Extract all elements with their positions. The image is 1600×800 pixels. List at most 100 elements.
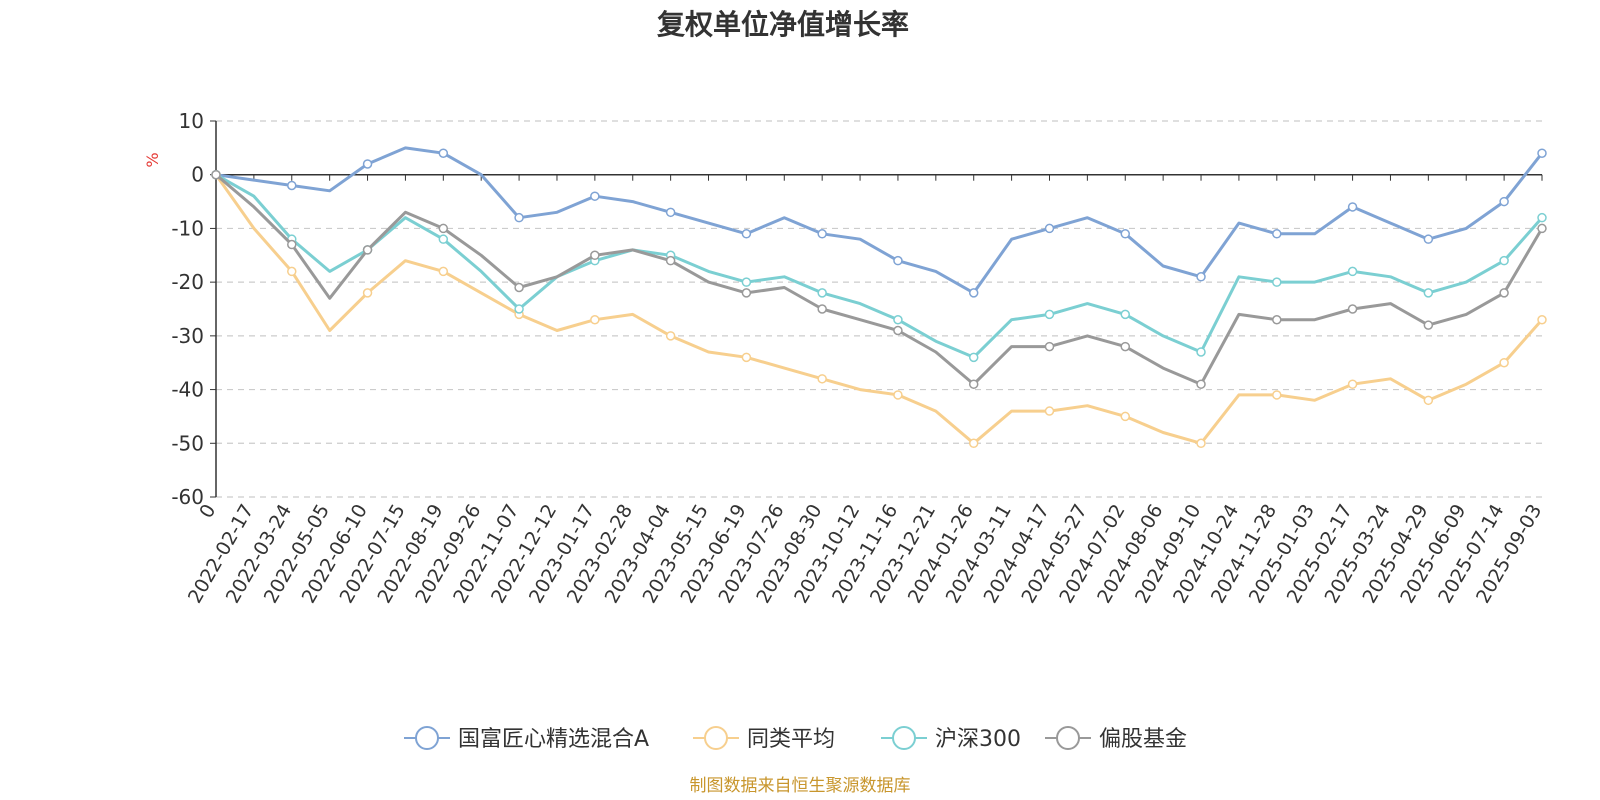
series-point <box>1272 314 1282 325</box>
series-point <box>514 282 524 293</box>
series-point <box>438 234 449 244</box>
series-point <box>1347 379 1358 389</box>
series-point <box>590 314 600 325</box>
series-point <box>1196 347 1206 357</box>
series-point <box>438 266 449 277</box>
series-point <box>1423 288 1434 298</box>
series-point <box>1044 341 1055 352</box>
axes <box>215 121 1542 497</box>
series-point <box>514 304 524 314</box>
series-point <box>287 266 297 277</box>
series-point <box>1272 390 1282 400</box>
series-line-2 <box>215 173 1544 359</box>
series-point <box>968 288 979 298</box>
series-point <box>1423 320 1434 330</box>
series-point <box>590 191 600 201</box>
series-point <box>1044 406 1055 416</box>
series-point <box>287 180 297 191</box>
series-point <box>1044 309 1055 320</box>
y-tick-label: -20 <box>171 270 204 294</box>
series-point <box>362 159 373 169</box>
series-point <box>211 169 221 180</box>
legend-label: 偏股基金 <box>1099 727 1187 752</box>
series-point <box>665 331 676 341</box>
series-point <box>968 379 979 389</box>
legend-label: 沪深300 <box>935 727 1021 752</box>
legend-label: 国富匠心精选混合A <box>458 727 649 752</box>
series-point <box>1347 304 1358 314</box>
series-point <box>1120 341 1131 352</box>
series-point <box>1196 272 1206 282</box>
y-tick-label: -50 <box>171 431 204 455</box>
series-point <box>1499 357 1509 368</box>
legend-item-2[interactable]: 沪深300 <box>881 726 1021 752</box>
y-axis-unit-label: % <box>143 152 162 167</box>
series-point <box>817 229 827 239</box>
series-point <box>665 207 676 218</box>
series-point <box>1499 288 1509 298</box>
series-point <box>893 325 903 336</box>
series-point <box>741 288 752 298</box>
series-point <box>893 314 903 325</box>
legend-marker <box>415 726 439 750</box>
series-point <box>362 288 373 298</box>
y-tick-label: -40 <box>171 378 204 402</box>
series-point <box>1120 229 1131 239</box>
series-point <box>438 148 449 158</box>
gridlines <box>216 120 1542 498</box>
series-point <box>1044 223 1055 234</box>
legend-marker <box>1056 726 1080 750</box>
series-point <box>741 277 752 287</box>
legend-item-0[interactable]: 国富匠心精选混合A <box>404 726 649 752</box>
legend[interactable]: 国富匠心精选混合A 同类平均 沪深300 偏股基金 <box>404 726 1187 752</box>
series-point <box>1120 411 1131 422</box>
series-point <box>1537 314 1547 325</box>
y-tick-label: -60 <box>171 485 204 509</box>
series-point <box>968 352 979 363</box>
series-point <box>1120 309 1131 320</box>
series-lines <box>211 146 1547 449</box>
series-point <box>1499 196 1509 207</box>
series-point <box>1347 266 1358 277</box>
series-point <box>590 250 600 261</box>
y-tick-label: -30 <box>171 324 204 348</box>
legend-item-1[interactable]: 同类平均 <box>693 726 835 752</box>
legend-item-3[interactable]: 偏股基金 <box>1045 726 1187 752</box>
series-point <box>514 212 524 223</box>
series-point <box>1423 234 1434 244</box>
chart-title: 复权单位净值增长率 <box>657 8 909 41</box>
legend-marker <box>704 726 728 750</box>
series-point <box>817 374 827 384</box>
series-point <box>1196 438 1206 449</box>
series-point <box>665 255 676 266</box>
legend-label: 同类平均 <box>747 727 835 752</box>
series-line-1 <box>214 173 1544 445</box>
series-point <box>817 304 827 314</box>
source-note: 制图数据来自恒生聚源数据库 <box>690 776 911 796</box>
series-point <box>817 288 827 298</box>
series-line-0 <box>215 146 1544 295</box>
series-point <box>1196 379 1206 389</box>
series-line-3 <box>215 173 1544 386</box>
series-point <box>287 239 297 250</box>
series-point <box>1537 212 1547 223</box>
y-tick-label: -10 <box>171 216 204 240</box>
y-axis-ticks: 10 0 -10 -20 -30 -40 -50 -60 <box>171 109 216 509</box>
series-point <box>1423 395 1434 406</box>
series-point <box>1272 277 1282 287</box>
series-point <box>1537 223 1547 234</box>
series-point <box>438 223 449 234</box>
series-point <box>1537 148 1547 158</box>
series-point <box>741 229 752 239</box>
series-point <box>1272 229 1282 239</box>
legend-marker <box>892 726 916 750</box>
series-point <box>741 352 752 363</box>
y-tick-label: 0 <box>191 163 204 187</box>
series-point <box>1499 255 1509 266</box>
series-point <box>893 255 903 266</box>
series-point <box>362 245 373 255</box>
series-point <box>1347 202 1358 212</box>
series-point <box>893 390 903 400</box>
series-point <box>968 438 979 449</box>
